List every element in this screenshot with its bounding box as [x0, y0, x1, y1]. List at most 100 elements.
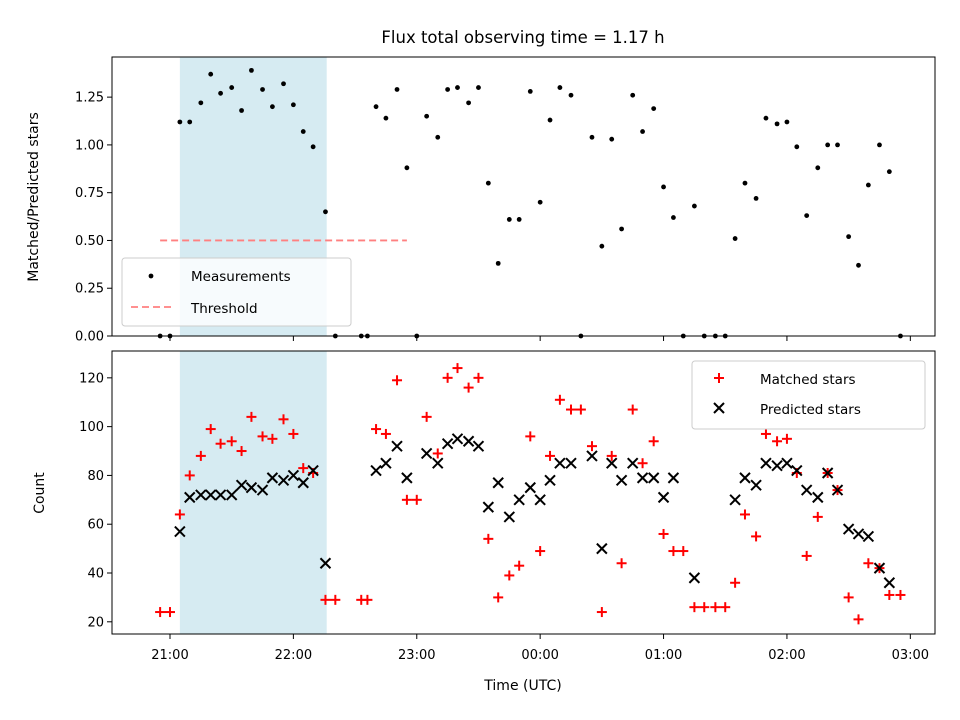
- measurement-point: [835, 142, 840, 148]
- top-y-tick-label: 1.00: [75, 138, 104, 153]
- predicted-star-point: [195, 489, 207, 501]
- matched-star-point: [801, 550, 812, 561]
- matched-star-point: [195, 450, 206, 461]
- measurement-point: [865, 182, 871, 188]
- measurement-point: [249, 67, 254, 73]
- measurement-point: [466, 100, 471, 106]
- matched-star-point: [246, 411, 257, 422]
- measurement-point: [742, 180, 748, 186]
- predicted-star-point: [462, 435, 475, 447]
- top-x-ticks: [169, 336, 911, 341]
- bottom-y-tick-label: 20: [87, 615, 104, 630]
- bottom-x-tick-label: 00:00: [521, 648, 558, 663]
- matched-star-point: [288, 428, 299, 439]
- predicted-star-point: [688, 572, 701, 584]
- measurement-points: [157, 67, 903, 339]
- predicted-star-point: [432, 457, 444, 469]
- measurement-point: [281, 81, 286, 87]
- measurement-point: [435, 134, 441, 140]
- bottom-y-tick-label: 80: [87, 469, 104, 484]
- measurement-point: [856, 262, 861, 268]
- predicted-star-point: [492, 477, 504, 489]
- matched-star-point: [863, 558, 874, 569]
- bottom-y-tick-label: 100: [79, 420, 104, 435]
- legend-marker-measurements: [148, 273, 154, 279]
- matched-star-point: [884, 589, 895, 600]
- legend-label-measurements: Measurements: [191, 269, 291, 285]
- predicted-star-point: [636, 472, 649, 484]
- predicted-star-point: [451, 433, 464, 445]
- measurement-point: [424, 113, 430, 119]
- measurement-point: [619, 226, 624, 232]
- measurement-point: [310, 144, 316, 150]
- predicted-star-point: [781, 457, 793, 469]
- matched-star-point: [380, 428, 391, 439]
- predicted-star-point: [401, 472, 413, 484]
- matched-star-point: [298, 463, 309, 474]
- predicted-star-point: [873, 562, 886, 574]
- matched-star-point: [812, 511, 823, 522]
- matched-star-point: [637, 458, 648, 469]
- matched-star-point: [442, 372, 453, 383]
- measurement-point: [404, 165, 410, 171]
- measurement-point: [815, 165, 821, 171]
- bottom-panel: 20 40 60 80 100 120 21:00 22:00 23:00 00:00 01:00…: [32, 350, 936, 694]
- measurement-point: [485, 180, 491, 186]
- matched-stars-points: [155, 363, 906, 625]
- matched-star-point: [535, 546, 546, 557]
- matched-star-point: [215, 438, 226, 449]
- bottom-x-tick-label: 01:00: [645, 648, 682, 663]
- matched-star-point: [278, 414, 289, 425]
- measurement-point: [886, 169, 892, 175]
- predicted-star-point: [380, 457, 392, 469]
- predicted-star-point: [544, 474, 556, 487]
- predicted-star-point: [831, 484, 844, 496]
- predicted-star-point: [391, 440, 403, 452]
- measurement-point: [290, 102, 296, 108]
- legend-label-threshold: Threshold: [190, 301, 258, 317]
- bottom-y-axis-label: Count: [32, 472, 48, 514]
- measurement-point: [599, 243, 605, 249]
- matched-star-point: [751, 531, 762, 542]
- bottom-y-ticks: 20 40 60 80 100 120: [79, 371, 112, 630]
- matched-star-point: [320, 594, 331, 605]
- matched-star-point: [257, 431, 268, 442]
- matched-star-point: [164, 607, 175, 618]
- predicted-star-point: [245, 481, 258, 494]
- measurement-point: [229, 85, 235, 90]
- predicted-star-point: [565, 457, 577, 469]
- matched-star-point: [267, 433, 278, 444]
- matched-star-point: [545, 450, 556, 461]
- top-panel: 0.00 0.25 0.50 0.75 1.00 1.25 Matched/Predict…: [26, 56, 936, 345]
- predicted-star-point: [554, 457, 566, 469]
- measurement-point: [239, 108, 244, 113]
- measurement-point: [208, 71, 214, 77]
- predicted-star-point: [760, 457, 772, 469]
- bottom-x-tick-label: 02:00: [768, 648, 805, 663]
- predicted-star-point: [862, 530, 875, 543]
- measurement-point: [784, 119, 790, 125]
- x-axis-label: Time (UTC): [483, 678, 561, 694]
- matched-star-point: [205, 424, 216, 435]
- measurement-point: [589, 134, 595, 140]
- measurement-point: [547, 117, 553, 123]
- bottom-legend-box: [691, 360, 926, 430]
- legend-label-matched: Matched stars: [760, 372, 856, 388]
- top-y-axis-label: Matched/Predicted stars: [26, 112, 42, 282]
- matched-star-point: [781, 433, 792, 444]
- measurement-point: [394, 87, 400, 92]
- matched-star-point: [772, 436, 783, 447]
- matched-star-point: [668, 546, 679, 557]
- predicted-star-point: [503, 511, 516, 523]
- predicted-star-point: [657, 491, 670, 504]
- measurement-point: [373, 104, 379, 110]
- matched-star-point: [627, 404, 638, 415]
- matched-star-point: [658, 528, 669, 539]
- legend-label-predicted: Predicted stars: [760, 402, 861, 418]
- top-y-tick-label: 1.25: [75, 91, 104, 106]
- measurement-point: [198, 100, 204, 106]
- measurement-point: [640, 129, 645, 134]
- bottom-x-tick-label: 03:00: [892, 648, 929, 663]
- predicted-star-point: [441, 437, 454, 450]
